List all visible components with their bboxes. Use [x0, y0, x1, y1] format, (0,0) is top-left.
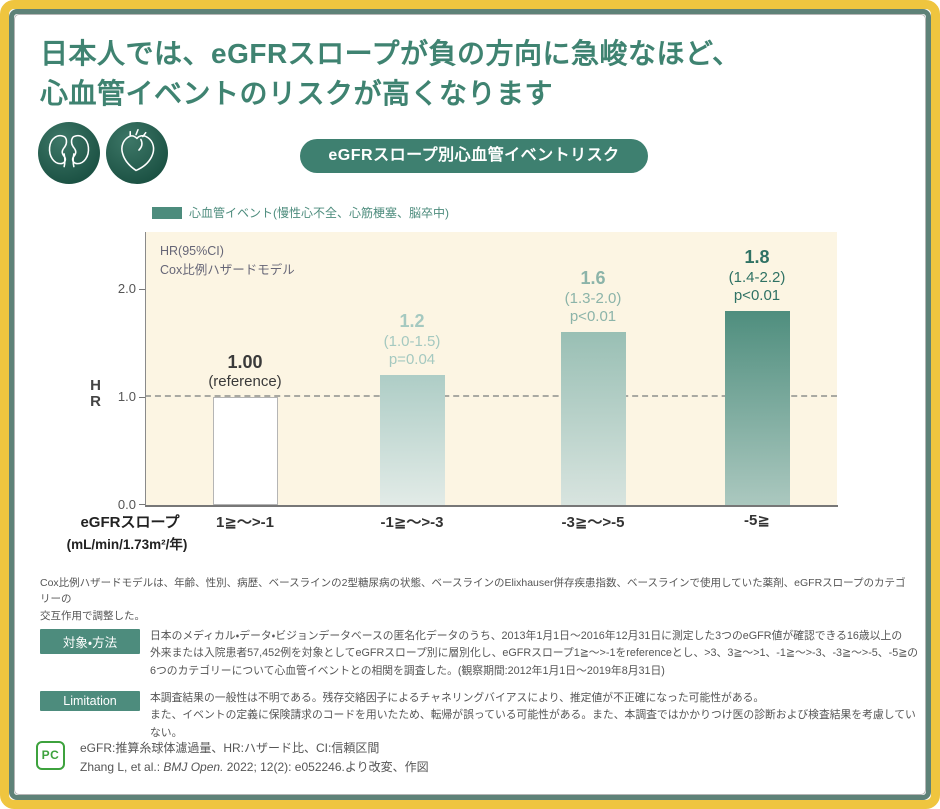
bar-slope-1to3	[379, 375, 445, 505]
x-axis-title-line1: eGFRスロープ	[80, 514, 180, 531]
page-title: 日本人では、eGFRスロープが負の方向に急峻なほど、 心血管イベントのリスクが高…	[40, 38, 741, 109]
bar-reference	[212, 397, 278, 505]
bar-group-4: 1.8 (1.4-2.2) p<0.01	[677, 246, 837, 505]
bar-slope-over5	[724, 311, 790, 505]
reference-line-hr1	[145, 395, 837, 397]
bar-label-1: 1.00 (reference)	[208, 351, 282, 391]
model-adjustment-footnote: Cox比例ハザードモデルは、年齢、性別、病歴、ベースラインの2型糖尿病の状態、ベ…	[40, 577, 906, 622]
methods-badge: 対象・方法	[40, 629, 140, 654]
y-tickmark-0	[139, 504, 145, 505]
bar-label-2: 1.2 (1.0-1.5) p=0.04	[383, 311, 441, 369]
heart-icon	[106, 122, 168, 184]
bar-label-4: 1.8 (1.4-2.2) p<0.01	[728, 247, 786, 305]
bar-slope-3to5	[560, 332, 626, 505]
x-category-1: 1≧〜>-1	[215, 514, 274, 531]
x-category-3: -3≧〜>-5	[561, 514, 625, 531]
chart-title-badge: eGFRスロープ別心血管イベントリスク	[300, 139, 648, 173]
y-tick-label-1: 1.0	[117, 389, 136, 404]
y-axis-line	[145, 232, 146, 505]
inner-teal-frame	[9, 9, 931, 800]
y-axis-title: HR	[90, 377, 101, 410]
bar-group-1: 1.00 (reference)	[165, 351, 325, 505]
x-category-2: -1≧〜>-3	[380, 514, 444, 531]
x-axis-title-line2: (mL/min/1.73m²/年)	[66, 537, 188, 552]
y-tickmark-1	[139, 397, 145, 398]
legend-label: 心血管イベント(慢性心不全、心筋梗塞、脳卒中)	[189, 206, 449, 220]
y-tick-label-2: 2.0	[117, 281, 136, 296]
citation-journal: BMJ Open.	[163, 759, 224, 774]
limitation-text: 本調査結果の一般性は不明である。残存交絡因子によるチャネリングバイアスにより、推…	[150, 692, 916, 739]
y-tickmark-2	[139, 289, 145, 290]
bar-group-2: 1.2 (1.0-1.5) p=0.04	[332, 310, 492, 505]
methods-text: 日本のメディカル・データ・ビジョンデータベースの匿名化データのうち、2013年1…	[150, 630, 919, 677]
bar-label-3: 1.6 (1.3-2.0) p<0.01	[564, 268, 622, 326]
kidney-icon	[38, 122, 100, 184]
x-category-4: -5≧	[744, 512, 770, 529]
bar-chart-plot-area: HR(95%CI) Cox比例ハザードモデル 1.00 (reference) …	[145, 232, 837, 505]
x-axis-line	[145, 505, 838, 507]
pc-logo: PC	[36, 741, 65, 770]
chart-annotation: HR(95%CI) Cox比例ハザードモデル	[160, 244, 295, 278]
abbreviation-note: eGFR:推算糸球体濾過量、HR:ハザード比、CI:信頼区間	[80, 741, 380, 755]
bar-group-3: 1.6 (1.3-2.0) p<0.01	[513, 267, 673, 505]
legend-swatch	[152, 206, 182, 219]
footer-text: eGFR:推算糸球体濾過量、HR:ハザード比、CI:信頼区間 Zhang L, …	[80, 739, 429, 776]
legend: 心血管イベント(慢性心不全、心筋梗塞、脳卒中)	[152, 204, 449, 221]
citation: Zhang L, et al.: BMJ Open. 2022; 12(2): …	[80, 759, 429, 774]
limitation-badge: Limitation	[40, 691, 140, 711]
y-tick-label-0: 0.0	[117, 497, 136, 512]
